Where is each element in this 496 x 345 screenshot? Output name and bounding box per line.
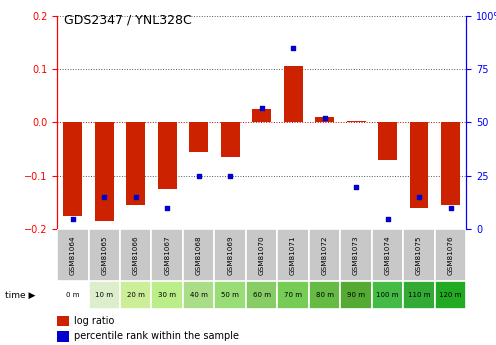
Point (100, 195, 108, 200)
Text: GSM81065: GSM81065 (101, 236, 107, 275)
Text: GSM81066: GSM81066 (133, 236, 139, 275)
Text: GSM81069: GSM81069 (227, 236, 233, 275)
Text: time ▶: time ▶ (5, 290, 35, 299)
Text: 110 m: 110 m (408, 292, 430, 298)
Point (226, 173, 234, 179)
Bar (151, 281, 183, 309)
Text: 10 m: 10 m (95, 292, 113, 298)
Text: 120 m: 120 m (439, 292, 462, 298)
Text: GSM81070: GSM81070 (258, 236, 265, 275)
Bar (435, 281, 466, 309)
Point (383, 216, 391, 221)
Text: GSM81067: GSM81067 (164, 236, 170, 275)
Point (69, 216, 77, 221)
Text: GSM81074: GSM81074 (384, 236, 390, 275)
Bar (183, 229, 214, 281)
Text: GDS2347 / YNL328C: GDS2347 / YNL328C (64, 14, 192, 27)
Bar (214, 229, 246, 281)
Bar (57, 229, 88, 281)
Text: 90 m: 90 m (347, 292, 365, 298)
Bar (221, 122, 240, 157)
Text: 60 m: 60 m (252, 292, 271, 298)
Bar (120, 281, 151, 309)
Text: GSM81071: GSM81071 (290, 236, 296, 275)
Bar (214, 281, 246, 309)
Bar (284, 66, 303, 122)
Text: log ratio: log ratio (74, 316, 115, 326)
Bar (347, 121, 366, 122)
Bar (277, 281, 309, 309)
Text: GSM81076: GSM81076 (447, 236, 453, 275)
Bar (95, 122, 114, 221)
Text: 70 m: 70 m (284, 292, 302, 298)
Bar (441, 122, 460, 205)
Point (132, 195, 140, 200)
Bar (57, 281, 88, 309)
Text: GSM81073: GSM81073 (353, 236, 359, 275)
Text: 100 m: 100 m (376, 292, 399, 298)
Point (195, 173, 203, 179)
Bar (63, 122, 82, 216)
Text: GSM81072: GSM81072 (321, 236, 327, 275)
Point (258, 105, 266, 110)
Bar (120, 229, 151, 281)
Bar (315, 117, 334, 122)
Bar (88, 281, 120, 309)
Bar (372, 281, 403, 309)
Bar (309, 281, 340, 309)
Point (320, 116, 328, 121)
Text: 40 m: 40 m (190, 292, 208, 298)
Bar (309, 229, 340, 281)
Text: GSM81075: GSM81075 (416, 236, 422, 275)
Bar (410, 122, 429, 208)
Point (352, 184, 360, 189)
Text: 0 m: 0 m (66, 292, 79, 298)
Bar (340, 281, 372, 309)
Text: 50 m: 50 m (221, 292, 239, 298)
Bar (435, 229, 466, 281)
Bar (372, 229, 403, 281)
Text: GSM81068: GSM81068 (196, 236, 202, 275)
Text: 20 m: 20 m (127, 292, 145, 298)
Bar (252, 109, 271, 122)
Bar (246, 281, 277, 309)
Point (289, 45, 297, 50)
Text: GSM81064: GSM81064 (70, 236, 76, 275)
Point (415, 195, 423, 200)
Bar (126, 122, 145, 205)
Point (446, 205, 454, 211)
Text: 30 m: 30 m (158, 292, 176, 298)
Bar (151, 229, 183, 281)
Bar (340, 229, 372, 281)
Bar (378, 122, 397, 160)
Bar (189, 122, 208, 152)
Bar (246, 229, 277, 281)
Bar (277, 229, 309, 281)
Text: percentile rank within the sample: percentile rank within the sample (74, 332, 240, 341)
Bar (88, 229, 120, 281)
Bar (183, 281, 214, 309)
Point (163, 205, 171, 211)
Text: 80 m: 80 m (315, 292, 334, 298)
Bar (158, 122, 177, 189)
Bar (403, 281, 435, 309)
Bar (403, 229, 435, 281)
